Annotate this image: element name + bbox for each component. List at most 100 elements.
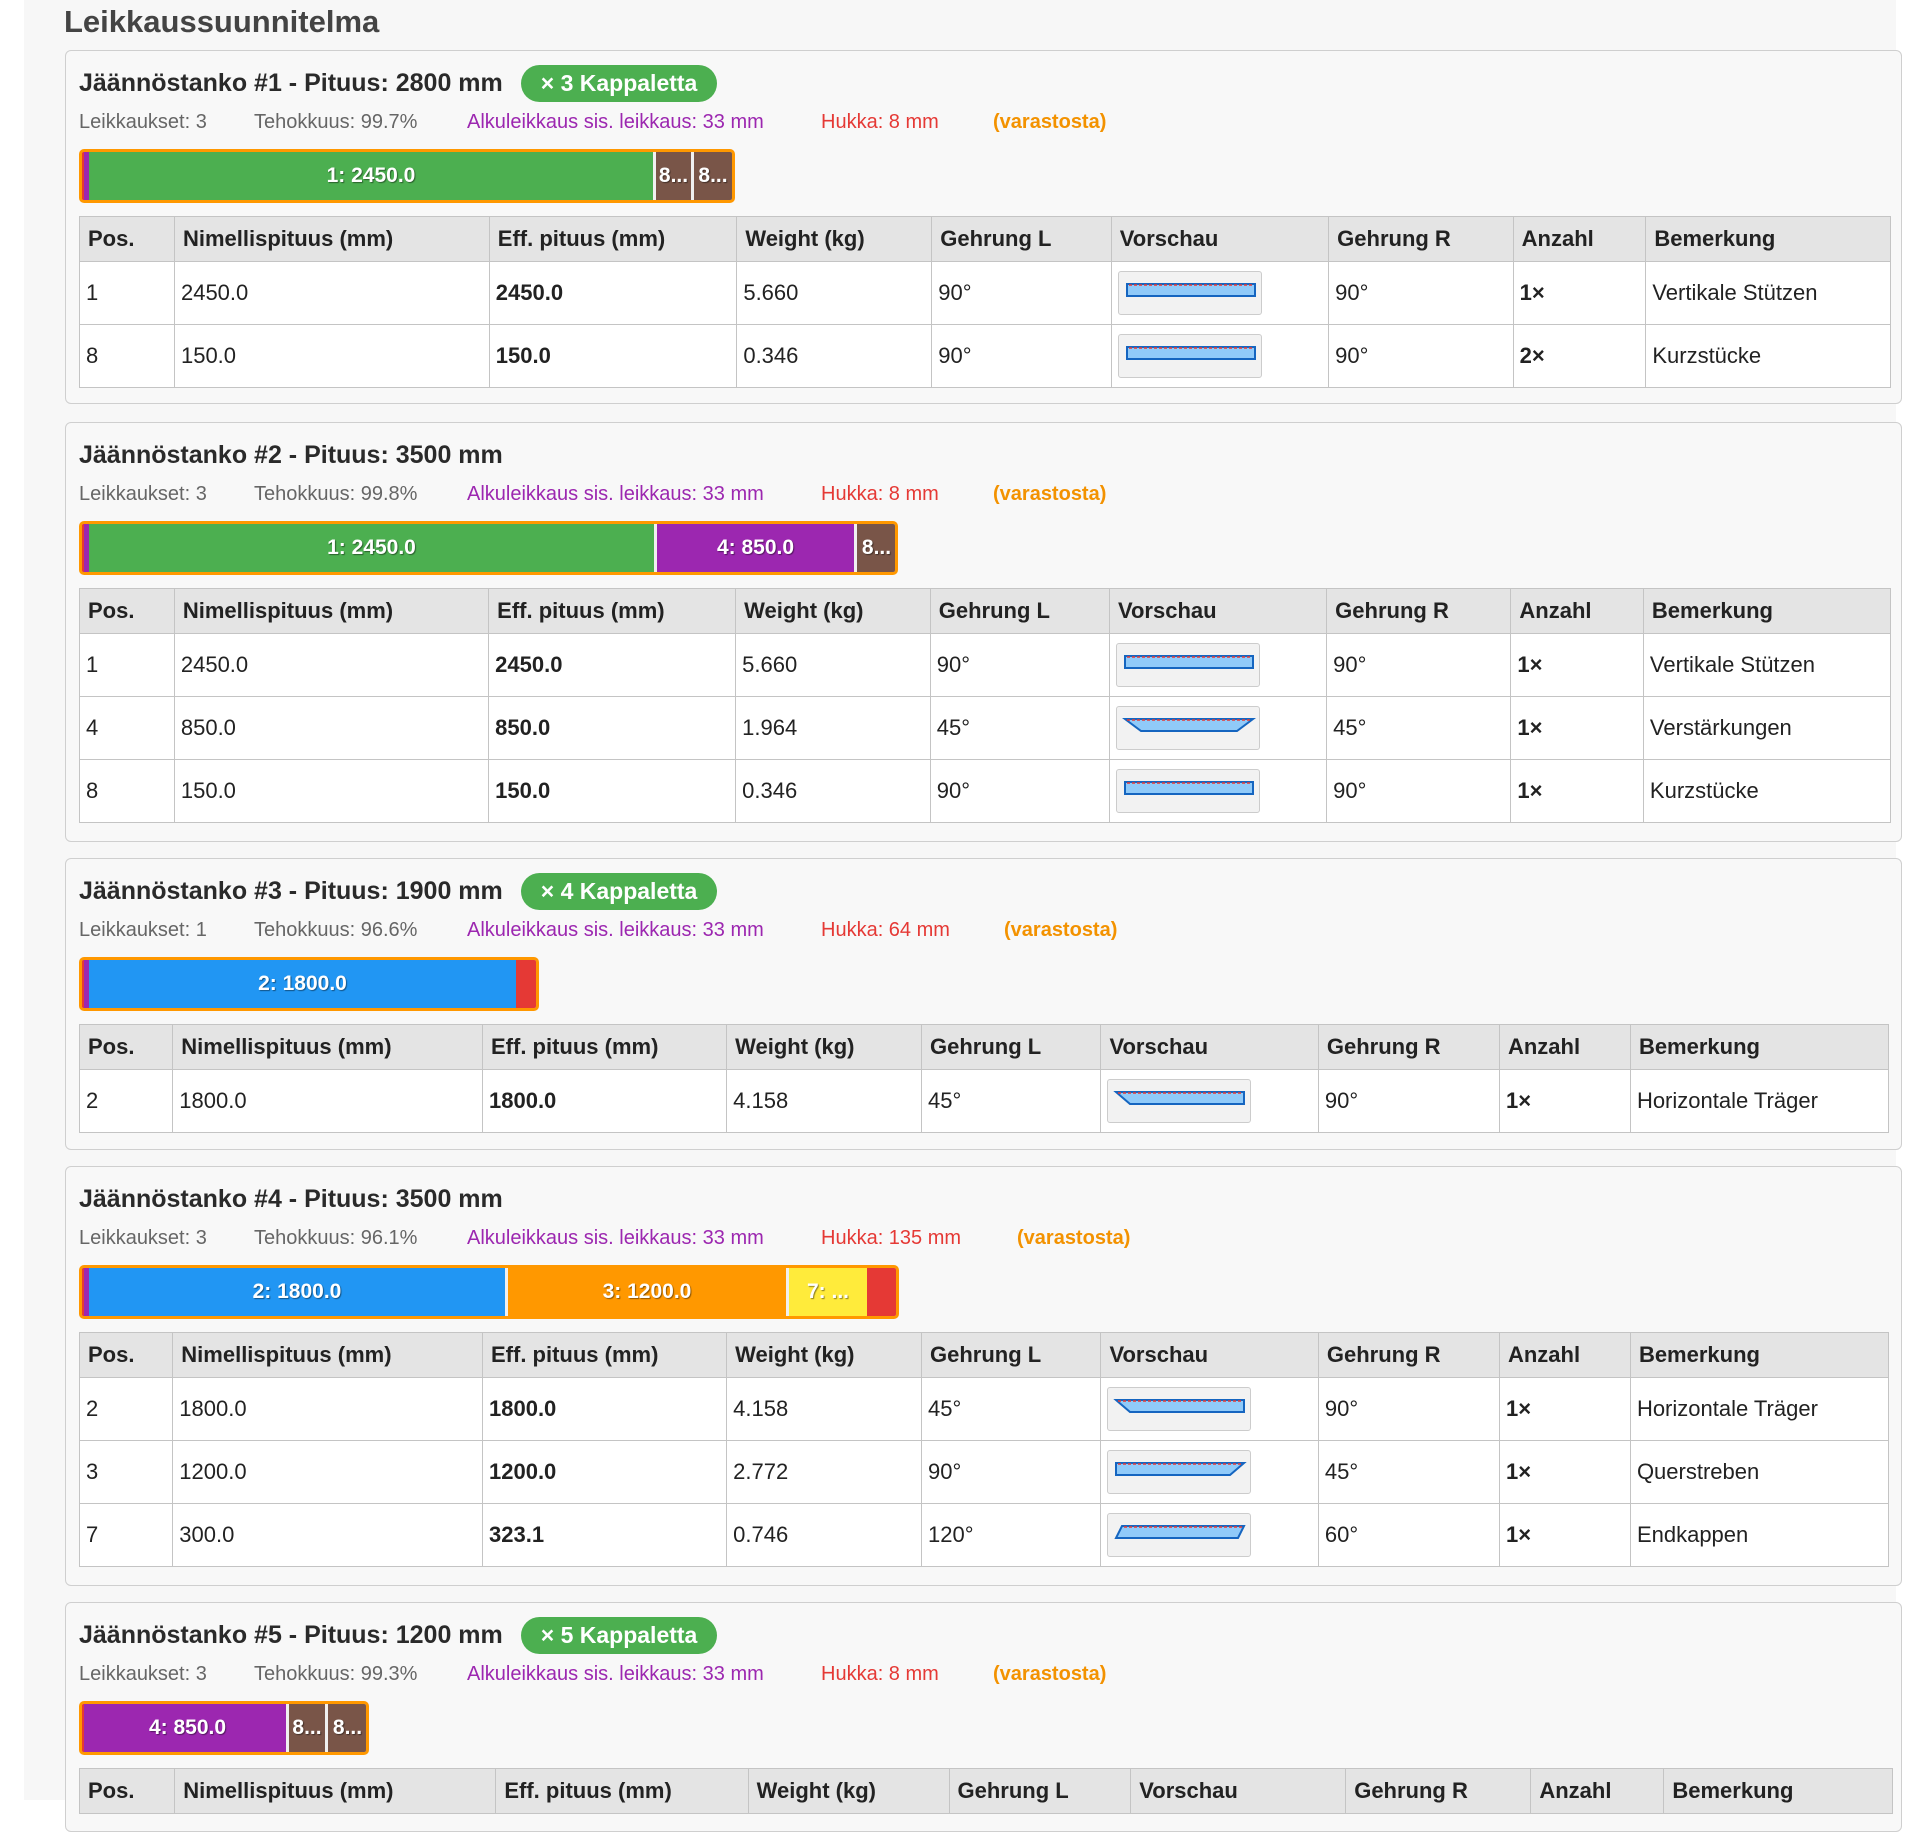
column-header: Bemerkung bbox=[1645, 216, 1891, 262]
trim-cut bbox=[82, 960, 89, 1008]
bar-visualization: 1: 2450.0 4: 850.0 8... bbox=[79, 521, 898, 575]
table-row[interactable]: 4 850.0 850.0 1.964 45° 45° 1× Verstärkungen bbox=[79, 696, 1892, 760]
bar-card: Jäännöstanko #3 - Pituus: 1900 mm × 4 Kap… bbox=[65, 858, 1902, 1150]
miter-left-cell: 45° bbox=[929, 696, 1110, 760]
bar-header: Jäännöstanko #1 - Pituus: 2800 mm × 3 Kap… bbox=[79, 63, 718, 103]
column-header: Nimellispituus (mm) bbox=[173, 216, 490, 262]
profile-preview bbox=[1115, 643, 1260, 687]
profile-preview-shape bbox=[1121, 718, 1256, 732]
effective-length-cell: 1800.0 bbox=[481, 1377, 728, 1441]
stock-source: (varastosta) bbox=[993, 111, 1107, 133]
table-row[interactable]: 2 1800.0 1800.0 4.158 45° 90° 1× Horizontale Tr… bbox=[78, 1069, 1890, 1133]
column-header: Vorschau bbox=[1110, 216, 1330, 262]
cut-segment[interactable]: 2: 1800.0 bbox=[89, 960, 516, 1008]
bar-title: Jäännöstanko #3 - Pituus: 1900 mm bbox=[79, 876, 503, 905]
nominal-length-cell: 2450.0 bbox=[173, 633, 490, 697]
column-header: Anzahl bbox=[1498, 1332, 1631, 1378]
weight-cell: 5.660 bbox=[736, 261, 933, 325]
cut-segment[interactable]: 8... bbox=[289, 1704, 328, 1752]
column-header: Pos. bbox=[79, 216, 175, 262]
table-row[interactable]: 7 300.0 323.1 0.746 120° 60° 1× Endkappen bbox=[78, 1503, 1890, 1567]
effective-length-cell: 150.0 bbox=[488, 759, 737, 823]
weight-cell: 4.158 bbox=[726, 1069, 922, 1133]
column-header: Bemerkung bbox=[1629, 1024, 1890, 1070]
pos-cell: 2 bbox=[78, 1377, 174, 1441]
column-header: Eff. pituus (mm) bbox=[481, 1024, 728, 1070]
profile-shape bbox=[1123, 781, 1254, 795]
quantity-badge: × 4 Kappaletta bbox=[520, 872, 718, 910]
bar-header: Jäännöstanko #2 - Pituus: 3500 mm bbox=[79, 435, 503, 475]
cut-segment[interactable]: 8... bbox=[656, 152, 694, 200]
column-header: Pos. bbox=[79, 588, 175, 634]
stock-source: (varastosta) bbox=[1017, 1227, 1131, 1249]
note-cell: Horizontale Träger bbox=[1629, 1377, 1890, 1441]
pieces-table: Pos. Nimellispituus (mm) Eff. pituus (mm) W… bbox=[78, 1024, 1890, 1133]
table-row[interactable]: 8 150.0 150.0 0.346 90° 90° 2× Kurzstücke bbox=[79, 324, 1891, 388]
profile-preview-shape bbox=[1113, 1091, 1246, 1105]
count-cell: 2× bbox=[1512, 324, 1647, 388]
count-cell: 1× bbox=[1498, 1069, 1631, 1133]
count-cell: 1× bbox=[1512, 261, 1647, 325]
trim-info: Alkuleikkaus sis. leikkaus: 33 mm bbox=[467, 919, 764, 941]
cutting-plan-panel: Leikkaussuunnitelma Jäännöstanko #1 - Pi… bbox=[24, 0, 1902, 1832]
waste-info: Hukka: 64 mm bbox=[821, 919, 950, 941]
waste-info: Hukka: 8 mm bbox=[821, 111, 939, 133]
table-header-row: Pos. Nimellispituus (mm) Eff. pituus (mm) W… bbox=[78, 1768, 1893, 1814]
bar-title: Jäännöstanko #2 - Pituus: 3500 mm bbox=[79, 440, 503, 469]
miter-left-cell: 90° bbox=[931, 324, 1112, 388]
cut-segment[interactable]: 2: 1800.0 bbox=[89, 1268, 508, 1316]
cuts-count: Leikkaukset: 1 bbox=[79, 919, 207, 941]
table-row[interactable]: 1 2450.0 2450.0 5.660 90° 90° 1× Vertikale Stüt… bbox=[79, 633, 1892, 697]
cut-segment[interactable]: 4: 850.0 bbox=[89, 1704, 289, 1752]
miter-left-cell: 90° bbox=[929, 633, 1110, 697]
column-header: Nimellispituus (mm) bbox=[172, 1332, 483, 1378]
miter-right-cell: 90° bbox=[1326, 633, 1512, 697]
profile-preview-shape bbox=[1113, 1399, 1246, 1413]
cut-segment[interactable]: 1: 2450.0 bbox=[89, 152, 656, 200]
table-row[interactable]: 2 1800.0 1800.0 4.158 45° 90° 1× Horizontale Tr… bbox=[78, 1377, 1890, 1441]
profile-preview-shape bbox=[1115, 1462, 1248, 1476]
preview-cell bbox=[1100, 1503, 1319, 1567]
table-header-row: Pos. Nimellispituus (mm) Eff. pituus (mm) W… bbox=[79, 216, 1891, 262]
trim-info: Alkuleikkaus sis. leikkaus: 33 mm bbox=[467, 111, 764, 133]
pos-cell: 4 bbox=[79, 696, 175, 760]
column-header: Nimellispituus (mm) bbox=[173, 588, 490, 634]
cut-segment[interactable]: 8... bbox=[857, 524, 895, 572]
column-header: Nimellispituus (mm) bbox=[172, 1024, 483, 1070]
note-cell: Endkappen bbox=[1629, 1503, 1890, 1567]
profile-shape bbox=[1121, 718, 1256, 732]
bar-header: Jäännöstanko #3 - Pituus: 1900 mm × 4 Kap… bbox=[79, 871, 718, 911]
pos-cell: 1 bbox=[79, 633, 175, 697]
table-row[interactable]: 3 1200.0 1200.0 2.772 90° 45° 1× Querstreben bbox=[78, 1440, 1890, 1504]
miter-left-cell: 120° bbox=[920, 1503, 1102, 1567]
column-header: Pos. bbox=[78, 1332, 174, 1378]
effective-length-cell: 323.1 bbox=[481, 1503, 728, 1567]
effective-length-cell: 1800.0 bbox=[481, 1069, 728, 1133]
cut-segment[interactable]: 7: ... bbox=[789, 1268, 867, 1316]
table-row[interactable]: 8 150.0 150.0 0.346 90° 90° 1× Kurzstücke bbox=[79, 759, 1892, 823]
table-row[interactable]: 1 2450.0 2450.0 5.660 90° 90° 1× Vertikale Stüt… bbox=[79, 261, 1891, 325]
note-cell: Vertikale Stützen bbox=[1645, 261, 1891, 325]
effective-length-cell: 2450.0 bbox=[488, 261, 738, 325]
bar-card: Jäännöstanko #5 - Pituus: 1200 mm × 5 Kap… bbox=[65, 1602, 1902, 1832]
note-cell: Kurzstücke bbox=[1642, 759, 1892, 823]
column-header: Eff. pituus (mm) bbox=[481, 1332, 728, 1378]
count-cell: 1× bbox=[1498, 1377, 1631, 1441]
cut-segment[interactable]: 3: 1200.0 bbox=[508, 1268, 789, 1316]
count-cell: 1× bbox=[1510, 759, 1644, 823]
cut-segment[interactable]: 1: 2450.0 bbox=[89, 524, 657, 572]
nominal-length-cell: 150.0 bbox=[173, 324, 490, 388]
column-header: Gehrung L bbox=[929, 588, 1110, 634]
nominal-length-cell: 1800.0 bbox=[172, 1069, 483, 1133]
nominal-length-cell: 1200.0 bbox=[172, 1440, 483, 1504]
cut-segment[interactable]: 4: 850.0 bbox=[657, 524, 857, 572]
preview-cell bbox=[1100, 1440, 1319, 1504]
quantity-badge: × 3 Kappaletta bbox=[520, 64, 718, 102]
bar-title: Jäännöstanko #1 - Pituus: 2800 mm bbox=[79, 68, 503, 97]
cut-segment[interactable]: 8... bbox=[694, 152, 732, 200]
column-header: Weight (kg) bbox=[726, 1024, 922, 1070]
preview-cell bbox=[1108, 759, 1328, 823]
weight-cell: 1.964 bbox=[735, 696, 931, 760]
pos-cell: 2 bbox=[78, 1069, 174, 1133]
cut-segment[interactable]: 8... bbox=[328, 1704, 366, 1752]
